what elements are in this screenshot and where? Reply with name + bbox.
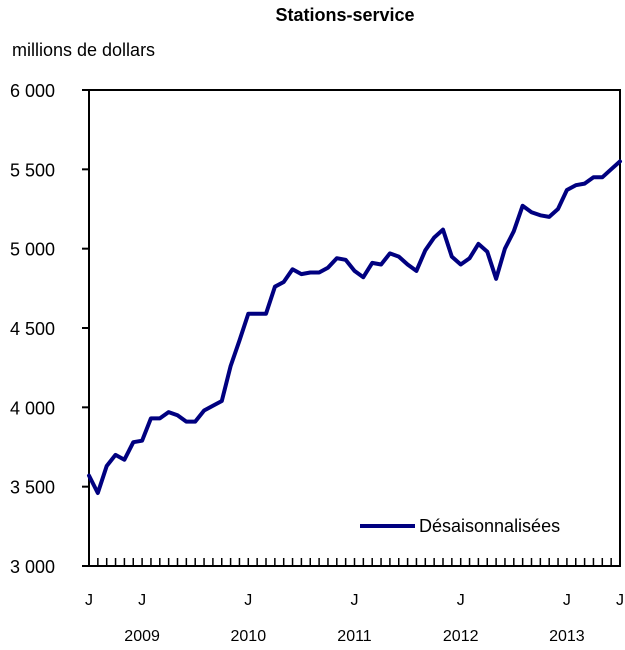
y-tick-label: 6 000	[10, 81, 55, 101]
legend-label: Désaisonnalisées	[419, 516, 560, 536]
x-month-label: J	[457, 592, 465, 609]
plot-frame	[88, 89, 621, 567]
x-year-label: 2009	[124, 628, 160, 645]
y-tick-label: 3 000	[10, 557, 55, 577]
y-tick-label: 5 000	[10, 240, 55, 260]
x-month-label: J	[616, 592, 624, 609]
x-year-label: 2010	[231, 628, 267, 645]
y-tick-label: 4 500	[10, 319, 55, 339]
y-tick-label: 5 500	[10, 160, 55, 180]
y-tick-label: 3 500	[10, 478, 55, 498]
y-axis-unit-label: millions de dollars	[12, 40, 156, 60]
x-year-label: 2013	[549, 628, 585, 645]
x-month-label: J	[85, 592, 93, 609]
chart-title: Stations-service	[275, 5, 415, 25]
x-month-label: J	[563, 592, 571, 609]
x-month-label: J	[351, 592, 359, 609]
x-year-label: 2011	[337, 628, 372, 645]
y-tick-label: 4 000	[10, 398, 55, 418]
x-month-label: J	[138, 592, 146, 609]
x-month-label: J	[244, 592, 252, 609]
series-line	[87, 159, 622, 495]
x-year-label: 2012	[443, 628, 479, 645]
